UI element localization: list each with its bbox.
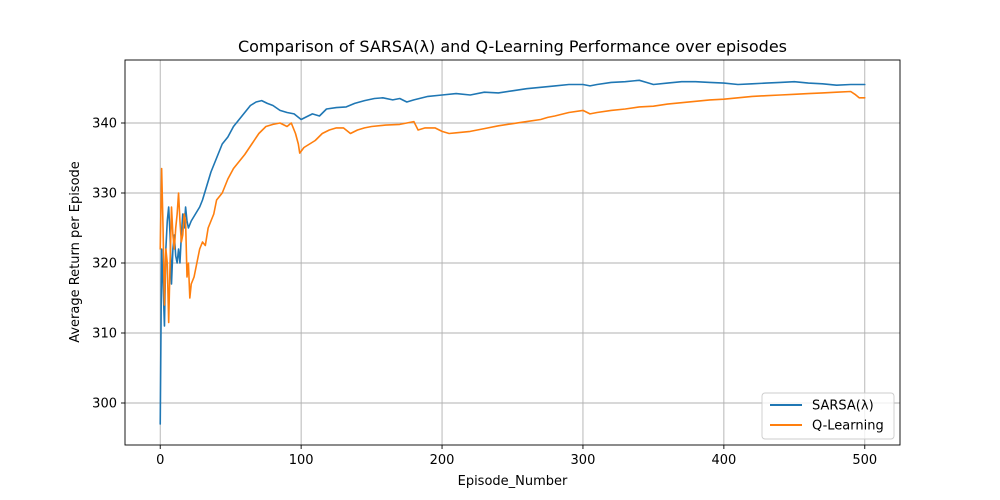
plot-frame [124, 59, 901, 446]
ticks: 0 100 200 300 400 500 300 310 320 330 340 [92, 117, 877, 469]
y-axis-label: Average Return per Episode [68, 161, 83, 343]
y-tick-label: 340 [92, 117, 117, 132]
y-tick-label: 320 [92, 257, 117, 272]
x-tick-label: 100 [289, 453, 314, 468]
x-tick-label: 500 [852, 453, 877, 468]
y-tick-label: 300 [92, 397, 117, 412]
x-tick-label: 300 [571, 453, 596, 468]
x-tick-label: 0 [156, 453, 164, 468]
y-tick-label: 310 [92, 327, 117, 342]
legend: SARSA(λ) Q-Learning [761, 392, 895, 440]
legend-label-sarsa: SARSA(λ) [812, 399, 874, 414]
y-tick-label: 330 [92, 187, 117, 202]
chart-title: Comparison of SARSA(λ) and Q-Learning Pe… [238, 37, 787, 56]
x-axis-label: Episode_Number [458, 474, 568, 489]
x-tick-label: 400 [711, 453, 736, 468]
x-tick-label: 200 [430, 453, 455, 468]
legend-label-q-learning: Q-Learning [812, 419, 884, 434]
series-layer [159, 79, 866, 425]
series-line-q-learning [159, 90, 866, 324]
